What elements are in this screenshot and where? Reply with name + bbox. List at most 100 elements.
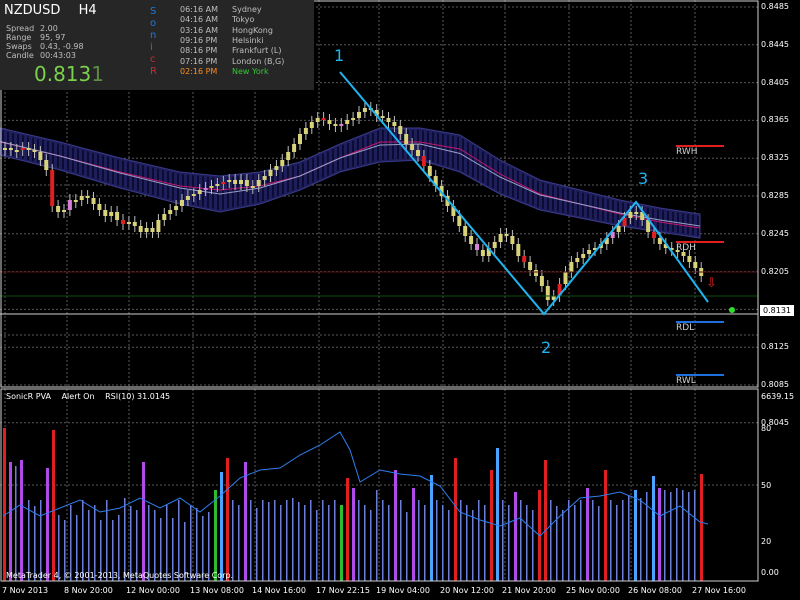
candle-body bbox=[333, 124, 338, 126]
sonicr-letter: S bbox=[150, 6, 157, 17]
symbol-name: NZDUSD bbox=[4, 3, 61, 18]
pva-bar bbox=[508, 505, 510, 581]
candle-body bbox=[593, 248, 597, 250]
candle-body bbox=[416, 150, 420, 156]
candle-body bbox=[162, 214, 167, 220]
pva-bar bbox=[688, 492, 690, 581]
candle-body bbox=[79, 196, 84, 200]
candle-body bbox=[374, 110, 379, 116]
candle-body bbox=[8, 148, 13, 150]
time-tick-label: 20 Nov 12:00 bbox=[440, 586, 494, 595]
candle-body bbox=[687, 256, 692, 262]
pva-bar bbox=[406, 512, 408, 581]
candle-body bbox=[410, 144, 415, 150]
pva-volume-bars bbox=[3, 428, 703, 581]
candle-body bbox=[693, 262, 698, 268]
candle-body bbox=[581, 254, 586, 258]
pva-bar bbox=[616, 505, 618, 581]
candle-body bbox=[215, 184, 220, 186]
candle-body bbox=[652, 232, 656, 238]
candle-body bbox=[191, 194, 196, 196]
sell-arrow-icon: ⇩ bbox=[706, 276, 717, 291]
candle-body bbox=[309, 122, 314, 128]
candle-label: Candle bbox=[6, 51, 34, 60]
candle-body bbox=[150, 228, 155, 232]
candle-body bbox=[528, 262, 533, 270]
pva-bar bbox=[574, 505, 576, 581]
sonicr-letter: c bbox=[150, 54, 156, 65]
pva-bar bbox=[634, 490, 637, 581]
candle-body bbox=[569, 262, 574, 272]
sonicr-letter: o bbox=[150, 18, 157, 29]
time-tick-label: 27 Nov 16:00 bbox=[692, 586, 746, 595]
big-price: 0.8131 bbox=[34, 62, 104, 86]
wave-label-1: 1 bbox=[334, 46, 345, 65]
pva-bar bbox=[472, 510, 474, 581]
sonicr-letter: i bbox=[150, 42, 153, 53]
indicator-tick-label: 20 bbox=[761, 537, 772, 546]
symbol-info-panel: NZDUSD H4 Spread 2.00 Range 95, 97 Swaps 0.… bbox=[0, 0, 314, 90]
pva-bar bbox=[220, 472, 223, 581]
pva-bar bbox=[142, 462, 145, 581]
pva-bar bbox=[676, 488, 678, 581]
pva-bar bbox=[298, 502, 300, 581]
pva-bar bbox=[280, 505, 282, 581]
pva-bar bbox=[3, 428, 6, 581]
candle-timer: 00:43:03 bbox=[40, 51, 76, 60]
pva-bar bbox=[430, 475, 433, 581]
session-city: London (B,G) bbox=[232, 56, 285, 66]
pva-bar bbox=[184, 522, 186, 581]
pva-bar bbox=[460, 500, 462, 581]
pva-bar bbox=[106, 500, 108, 581]
candle-body bbox=[103, 210, 108, 216]
ema-band-fill bbox=[0, 127, 701, 239]
candle-body bbox=[516, 244, 521, 256]
pva-bar bbox=[196, 508, 198, 581]
rsi-polyline bbox=[2, 431, 709, 537]
pva-bar bbox=[286, 500, 288, 581]
pva-bar bbox=[550, 500, 552, 581]
candle-body bbox=[126, 222, 131, 224]
candle-body bbox=[557, 284, 562, 296]
candle-body bbox=[156, 220, 161, 232]
pva-bar bbox=[208, 512, 210, 581]
pva-bar bbox=[454, 458, 457, 581]
candle-body bbox=[604, 238, 609, 244]
pva-bar bbox=[490, 470, 493, 581]
pva-bar bbox=[202, 516, 204, 581]
pva-bar bbox=[622, 500, 624, 581]
pva-bar bbox=[268, 502, 270, 581]
session-time: 04:16 AM bbox=[180, 15, 218, 25]
candle-body bbox=[109, 212, 114, 216]
candle-body bbox=[286, 152, 291, 160]
pva-bar bbox=[172, 518, 174, 581]
candle-body bbox=[138, 226, 143, 232]
candle-body bbox=[121, 220, 125, 224]
sonicr-letter: R bbox=[150, 66, 157, 77]
current-price-dot bbox=[729, 307, 735, 313]
candle-body bbox=[185, 196, 190, 200]
pva-bar bbox=[52, 430, 55, 581]
pva-bar bbox=[544, 460, 547, 581]
candle-body bbox=[575, 258, 580, 262]
candle-body bbox=[174, 206, 179, 210]
candle-body bbox=[85, 196, 90, 198]
candle-body bbox=[628, 212, 633, 218]
candle-body bbox=[386, 118, 391, 122]
time-tick-label: 8 Nov 20:00 bbox=[64, 586, 113, 595]
candle-body bbox=[610, 232, 615, 238]
candle-body bbox=[681, 252, 686, 256]
current-price-label: 0.8131 bbox=[760, 305, 794, 316]
candle-body bbox=[292, 144, 297, 152]
pva-bar bbox=[262, 500, 264, 581]
time-tick-label: 17 Nov 22:15 bbox=[316, 586, 370, 595]
pva-bar bbox=[124, 498, 126, 581]
candle-body bbox=[539, 276, 544, 286]
candle-body bbox=[646, 220, 651, 232]
big-price-main: 0.813 bbox=[34, 62, 92, 86]
pva-bar bbox=[322, 500, 324, 581]
pva-bar bbox=[238, 505, 240, 581]
candle-body bbox=[73, 200, 78, 202]
candle-body bbox=[209, 186, 214, 188]
